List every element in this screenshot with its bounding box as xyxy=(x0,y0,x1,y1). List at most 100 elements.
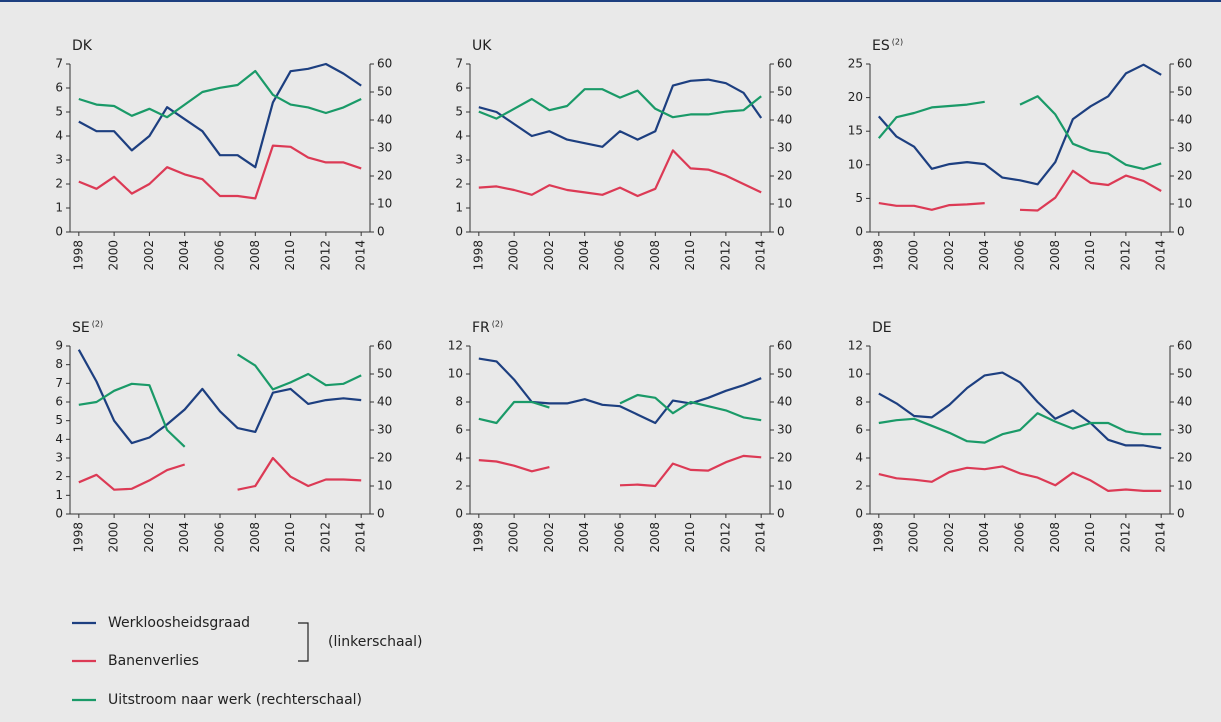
x-tick-label: 1998 xyxy=(71,240,85,271)
y-tick-label: 8 xyxy=(855,395,863,409)
x-tick-label: 1998 xyxy=(71,522,85,553)
y-tick-label: 20 xyxy=(848,90,863,104)
panel-title: DE xyxy=(872,320,892,336)
y-tick-label: 5 xyxy=(55,105,63,119)
y2-tick-label: 10 xyxy=(1177,197,1192,211)
y-tick-label: 8 xyxy=(455,395,463,409)
y-tick-label: 3 xyxy=(55,451,63,465)
y-tick-label: 7 xyxy=(55,57,63,71)
series-line xyxy=(619,393,762,422)
series-line xyxy=(78,144,362,200)
y2-tick-label: 10 xyxy=(777,479,792,493)
x-tick-label: 2014 xyxy=(754,522,768,553)
x-tick-label: 2000 xyxy=(107,522,121,553)
x-tick-label: 2010 xyxy=(683,240,697,271)
y2-tick-label: 0 xyxy=(1177,507,1185,521)
panel-title-note: (2) xyxy=(492,320,503,329)
x-tick-label: 2000 xyxy=(507,240,521,271)
y-tick-label: 4 xyxy=(55,432,63,446)
x-tick-label: 2012 xyxy=(718,522,732,553)
y-tick-label: 7 xyxy=(55,376,63,390)
y-tick-label: 7 xyxy=(455,57,463,71)
series-line xyxy=(237,456,362,491)
x-tick-label: 2014 xyxy=(754,240,768,271)
y2-tick-label: 30 xyxy=(777,141,792,155)
y-tick-label: 2 xyxy=(855,479,863,493)
y-tick-label: 15 xyxy=(848,124,863,138)
x-tick-label: 1998 xyxy=(871,240,885,271)
series-line xyxy=(478,357,762,425)
x-tick-label: 2004 xyxy=(177,522,191,553)
y-tick-label: 0 xyxy=(455,225,463,239)
y-tick-label: 6 xyxy=(55,81,63,95)
legend-bracket xyxy=(298,622,309,662)
y-tick-label: 0 xyxy=(455,507,463,521)
x-tick-label: 2006 xyxy=(213,240,227,271)
y2-tick-label: 60 xyxy=(777,57,792,71)
series-line xyxy=(1019,95,1162,171)
y-tick-label: 1 xyxy=(55,488,63,502)
series-line xyxy=(878,371,1162,450)
y2-tick-label: 30 xyxy=(377,423,392,437)
series-line xyxy=(478,459,550,473)
y-tick-label: 8 xyxy=(55,357,63,371)
y2-tick-label: 40 xyxy=(777,395,792,409)
y-tick-label: 25 xyxy=(848,57,863,71)
y2-tick-label: 60 xyxy=(1177,57,1192,71)
y-tick-label: 4 xyxy=(855,451,863,465)
panel-title: FR xyxy=(472,320,490,336)
x-tick-label: 2004 xyxy=(577,522,591,553)
x-tick-label: 2004 xyxy=(977,522,991,553)
y2-tick-label: 10 xyxy=(377,479,392,493)
x-tick-label: 2012 xyxy=(1118,240,1132,271)
x-tick-label: 2008 xyxy=(1048,522,1062,553)
y2-tick-label: 30 xyxy=(777,423,792,437)
x-tick-label: 2004 xyxy=(577,240,591,271)
y-tick-label: 5 xyxy=(455,105,463,119)
series-line xyxy=(78,463,186,491)
series-line xyxy=(1019,169,1162,212)
series-line xyxy=(619,454,762,488)
y-tick-label: 1 xyxy=(55,201,63,215)
y-tick-label: 2 xyxy=(55,469,63,483)
y2-tick-label: 20 xyxy=(377,169,392,183)
x-tick-label: 2000 xyxy=(507,522,521,553)
y-tick-label: 2 xyxy=(455,177,463,191)
y-tick-label: 5 xyxy=(55,413,63,427)
x-tick-label: 2008 xyxy=(1048,240,1062,271)
y-tick-label: 10 xyxy=(448,367,463,381)
y2-tick-label: 0 xyxy=(777,225,785,239)
x-tick-label: 2010 xyxy=(1083,240,1097,271)
y-tick-label: 0 xyxy=(55,507,63,521)
x-tick-label: 1998 xyxy=(471,522,485,553)
y2-tick-label: 0 xyxy=(377,507,385,521)
panel-title: UK xyxy=(472,38,492,54)
y2-tick-label: 50 xyxy=(1177,85,1192,99)
x-tick-label: 2010 xyxy=(1083,522,1097,553)
y-tick-label: 5 xyxy=(855,191,863,205)
y2-tick-label: 50 xyxy=(777,85,792,99)
x-tick-label: 2010 xyxy=(683,522,697,553)
x-tick-label: 2002 xyxy=(142,522,156,553)
series-line xyxy=(478,78,763,148)
x-tick-label: 2004 xyxy=(977,240,991,271)
y2-tick-label: 60 xyxy=(377,339,392,353)
x-tick-label: 2004 xyxy=(177,240,191,271)
y-tick-label: 3 xyxy=(455,153,463,167)
series-line xyxy=(78,62,362,169)
x-tick-label: 1998 xyxy=(871,522,885,553)
x-tick-label: 2008 xyxy=(248,240,262,271)
series-line xyxy=(877,63,1162,186)
panel-title: DK xyxy=(72,38,93,54)
legend-label: Werkloosheidsgraad xyxy=(108,615,250,631)
legend-note: (linkerschaal) xyxy=(328,634,422,650)
y-tick-label: 4 xyxy=(455,129,463,143)
x-tick-label: 2002 xyxy=(142,240,156,271)
x-tick-label: 2008 xyxy=(648,240,662,271)
y2-tick-label: 40 xyxy=(1177,113,1192,127)
x-tick-label: 2010 xyxy=(283,522,297,553)
y2-tick-label: 10 xyxy=(777,197,792,211)
y2-tick-label: 10 xyxy=(1177,479,1192,493)
x-tick-label: 2006 xyxy=(1013,240,1027,271)
